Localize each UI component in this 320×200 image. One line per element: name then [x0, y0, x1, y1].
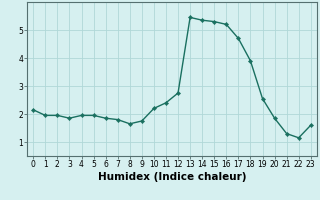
X-axis label: Humidex (Indice chaleur): Humidex (Indice chaleur): [98, 172, 246, 182]
